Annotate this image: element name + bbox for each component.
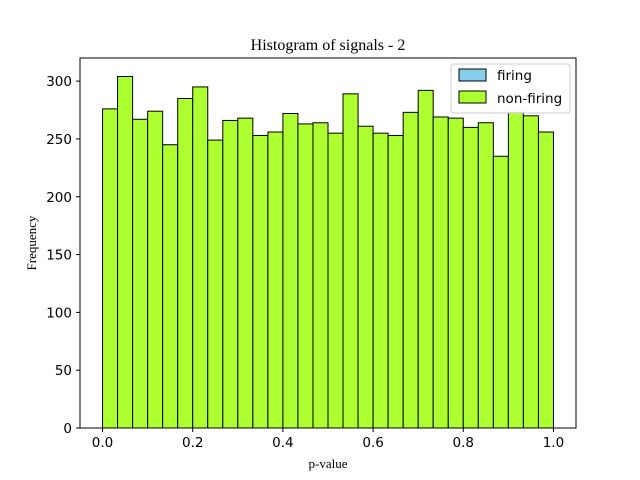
chart-title: Histogram of signals - 2 xyxy=(251,37,406,54)
bar-non-firing-10 xyxy=(252,134,269,429)
bar-non-firing-21 xyxy=(417,89,434,429)
bar-non-firing-5 xyxy=(177,97,194,429)
bar-non-firing-20 xyxy=(402,111,419,429)
bar-non-firing-18 xyxy=(372,132,389,429)
bar-non-firing-8 xyxy=(222,119,239,429)
bar-non-firing-17 xyxy=(357,125,374,429)
bar-non-firing-2 xyxy=(132,118,149,429)
y-axis-ticks: 0 50 100 150 200 250 300 xyxy=(46,74,80,437)
bar-non-firing-19 xyxy=(387,134,404,429)
bar-non-firing-7 xyxy=(207,139,224,429)
bar-non-firing-4 xyxy=(162,144,179,429)
bar-non-firing-22 xyxy=(432,116,449,429)
bar-non-firing-3 xyxy=(147,110,164,429)
bar-non-firing-13 xyxy=(297,123,314,429)
bar-non-firing-25 xyxy=(477,122,494,429)
legend-swatch-firing xyxy=(458,68,487,82)
bar-non-firing-12 xyxy=(282,113,299,429)
bar-non-firing-28 xyxy=(522,115,539,429)
legend-swatch-non-firing xyxy=(458,90,487,104)
bar-non-firing-11 xyxy=(267,131,284,429)
y-tick-label-6: 300 xyxy=(46,74,72,90)
plot-frame xyxy=(79,57,577,429)
y-tick-label-3: 150 xyxy=(46,248,72,264)
bar-non-firing-15 xyxy=(327,132,344,429)
bar-non-firing-14 xyxy=(312,122,329,429)
x-tick-label-4: 0.8 xyxy=(453,435,474,451)
x-tick-label-1: 0.2 xyxy=(182,435,203,451)
bar-non-firing-24 xyxy=(462,126,479,429)
x-tick-label-0: 0.0 xyxy=(92,435,113,451)
legend-label-non-firing: non-firing xyxy=(497,91,562,107)
legend-label-firing: firing xyxy=(497,68,532,84)
legend: firing non-firing xyxy=(450,63,571,114)
bars-group xyxy=(102,76,554,429)
y-tick-label-4: 200 xyxy=(46,190,72,206)
y-axis-label: Frequency xyxy=(24,215,39,270)
x-tick-label-5: 1.0 xyxy=(543,435,564,451)
bar-non-firing-26 xyxy=(492,155,509,429)
bar-non-firing-0 xyxy=(102,108,119,429)
x-tick-label-3: 0.6 xyxy=(362,435,383,451)
bar-non-firing-6 xyxy=(192,86,209,429)
x-axis-label: p-value xyxy=(309,456,348,471)
y-tick-label-2: 100 xyxy=(46,305,72,321)
bar-non-firing-29 xyxy=(537,131,554,429)
bar-non-firing-16 xyxy=(342,93,359,429)
y-tick-label-0: 0 xyxy=(63,421,72,437)
y-tick-label-1: 50 xyxy=(55,363,72,379)
bar-non-firing-9 xyxy=(237,117,254,429)
x-tick-label-2: 0.4 xyxy=(272,435,293,451)
bar-non-firing-23 xyxy=(447,117,464,429)
x-axis-ticks: 0.0 0.2 0.4 0.6 0.8 1.0 xyxy=(92,428,564,451)
bar-non-firing-1 xyxy=(117,76,134,429)
bar-non-firing-27 xyxy=(507,111,524,429)
y-tick-label-5: 250 xyxy=(46,132,72,148)
